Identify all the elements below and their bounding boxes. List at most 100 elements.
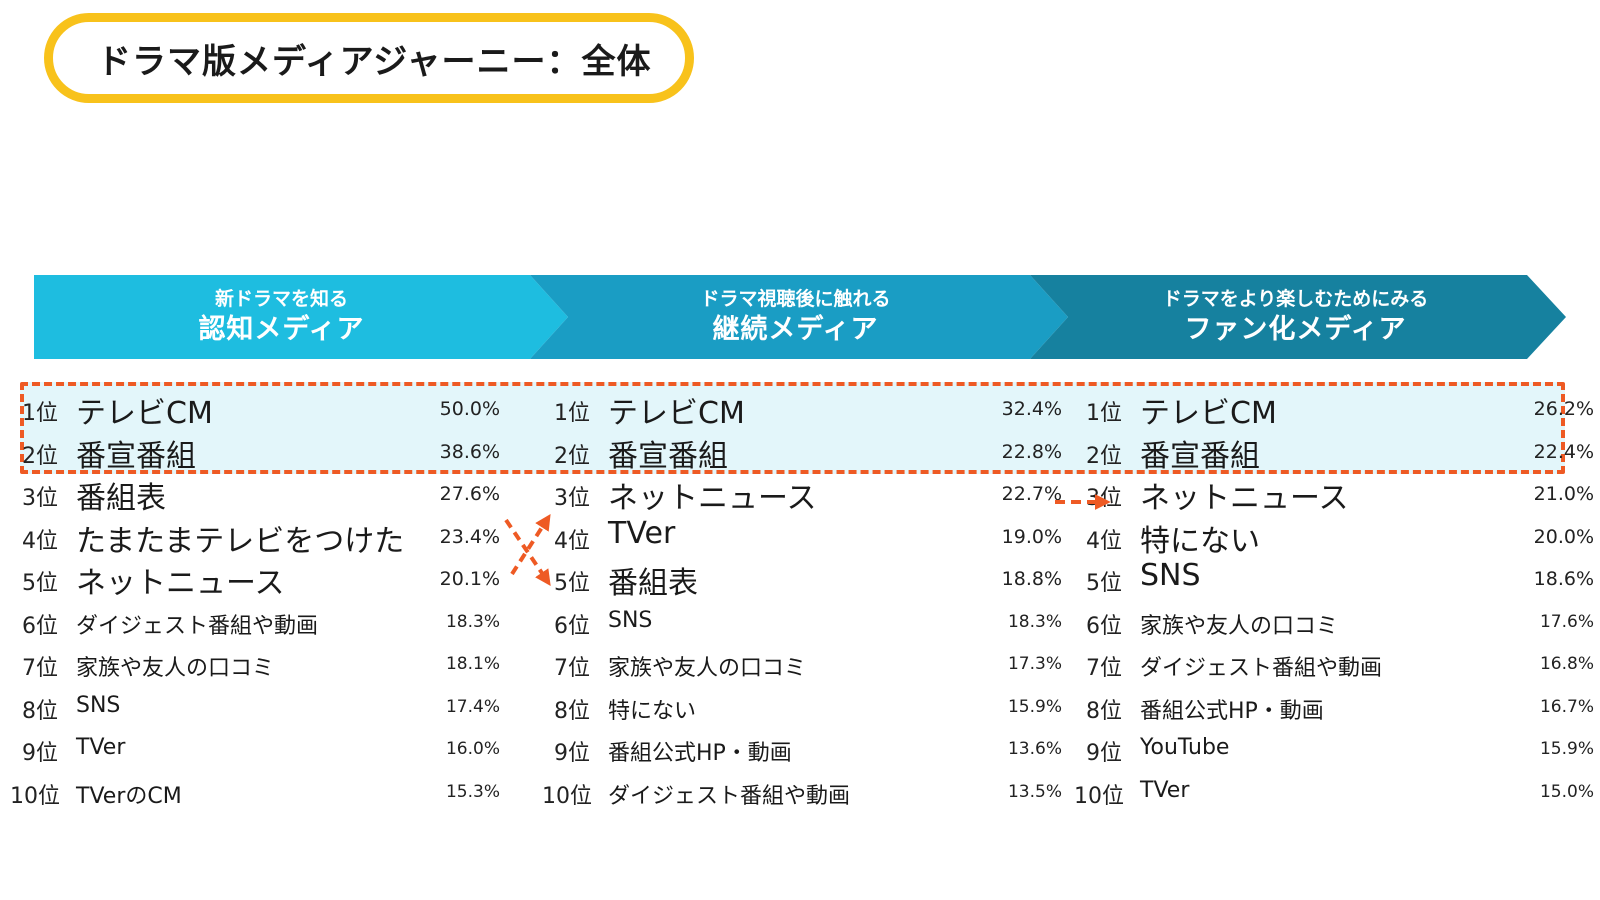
- ranking-row: 4位 特にない 20.0%: [1074, 514, 1594, 559]
- phase-continuation: ドラマ視聴後に触れる 継続メディア: [548, 286, 1043, 356]
- percent-value: 18.3%: [1007, 611, 1062, 632]
- ranking-row: 7位 ダイジェスト番組や動画 16.8%: [1074, 641, 1594, 684]
- rank-label: 1位: [22, 401, 58, 426]
- ranking-row: 8位 特にない 15.9%: [542, 684, 1062, 727]
- media-label: 番宣番組: [608, 438, 728, 474]
- rank-label: 2位: [1086, 443, 1122, 469]
- phase-chevron-fan: [1030, 275, 1566, 359]
- media-label: ネットニュース: [76, 566, 285, 601]
- media-label: ネットニュース: [608, 481, 817, 516]
- ranking-row: 1位 テレビCM 26.2%: [1074, 386, 1594, 431]
- rank-label: 2位: [22, 443, 58, 469]
- percent-value: 32.4%: [1001, 398, 1062, 420]
- percent-value: 17.4%: [445, 696, 500, 717]
- media-label: 番宣番組: [76, 438, 196, 474]
- ranking-row: 2位 番宣番組 38.6%: [10, 429, 530, 474]
- percent-value: 15.3%: [445, 781, 500, 802]
- media-label: 番宣番組: [1140, 438, 1260, 474]
- ranking-row: 3位 ネットニュース 21.0%: [1074, 471, 1594, 516]
- percent-value: 18.1%: [445, 654, 500, 674]
- rank-label: 5位: [1086, 571, 1122, 596]
- media-label: YouTube: [1140, 735, 1230, 760]
- ranking-column-fan: 1位 テレビCM 26.2% 2位 番宣番組 22.4% 3位 ネットニュース …: [1074, 386, 1594, 811]
- rank-label: 3位: [22, 486, 58, 511]
- phase-continuation-sub: ドラマ視聴後に触れる: [700, 288, 891, 310]
- page-title-text: ドラマ版メディアジャーニー：全体: [97, 41, 652, 82]
- percent-value: 18.8%: [1001, 568, 1062, 590]
- percent-value: 18.3%: [445, 611, 500, 632]
- rank-label: 3位: [554, 486, 590, 511]
- percent-value: 13.5%: [1007, 781, 1062, 802]
- ranking-row: 10位 TVerのCM 15.3%: [10, 769, 530, 812]
- rank-label: 9位: [554, 741, 590, 766]
- media-label: 家族や友人の口コミ: [608, 656, 807, 681]
- percent-value: 15.9%: [1007, 696, 1062, 717]
- ranking-row: 6位 ダイジェスト番組や動画 18.3%: [10, 599, 530, 642]
- rank-label: 8位: [554, 698, 590, 724]
- phase-awareness-sub: 新ドラマを知る: [214, 288, 348, 310]
- media-label: SNS: [1140, 558, 1201, 593]
- ranking-row: 6位 家族や友人の口コミ 17.6%: [1074, 599, 1594, 642]
- page-title: ドラマ版メディアジャーニー：全体: [44, 13, 694, 103]
- phase-awareness-title: 認知メディア: [198, 314, 365, 345]
- media-label: 特にない: [1140, 523, 1260, 559]
- phase-fan: ドラマをより楽しむためにみる ファン化メディア: [1048, 286, 1543, 356]
- ranking-row: 7位 家族や友人の口コミ 18.1%: [10, 641, 530, 684]
- ranking-row: 5位 ネットニュース 20.1%: [10, 556, 530, 601]
- percent-value: 26.2%: [1533, 398, 1594, 420]
- percent-value: 16.0%: [445, 739, 500, 759]
- ranking-row: 3位 番組表 27.6%: [10, 471, 530, 516]
- percent-value: 22.4%: [1533, 440, 1594, 463]
- media-label: TVer: [1140, 777, 1190, 803]
- rank-label: 6位: [22, 613, 58, 639]
- media-label: 番組表: [76, 481, 166, 516]
- rank-label: 10位: [1074, 783, 1124, 809]
- media-label: SNS: [608, 607, 653, 633]
- media-label: TVerのCM: [76, 783, 182, 809]
- top2-highlight-box: [20, 382, 1565, 474]
- percent-value: 22.8%: [1001, 440, 1062, 463]
- rank-label: 9位: [22, 741, 58, 766]
- rank-label: 5位: [22, 571, 58, 596]
- rank-label: 7位: [1086, 656, 1122, 681]
- rank-label: 7位: [554, 656, 590, 681]
- ranking-row: 2位 番宣番組 22.4%: [1074, 429, 1594, 474]
- rank-label: 10位: [542, 783, 592, 809]
- ranking-row: 10位 ダイジェスト番組や動画 13.5%: [542, 769, 1062, 812]
- rank-label: 7位: [22, 656, 58, 681]
- media-label: 家族や友人の口コミ: [76, 656, 275, 681]
- ranking-row: 8位 SNS 17.4%: [10, 684, 530, 727]
- rank-label: 6位: [554, 613, 590, 639]
- media-label: 番組公式HP・動画: [1140, 698, 1324, 724]
- ranking-row: 2位 番宣番組 22.8%: [542, 429, 1062, 474]
- percent-value: 22.7%: [1001, 483, 1062, 505]
- ranking-row: 1位 テレビCM 32.4%: [542, 386, 1062, 431]
- media-label: 特にない: [608, 698, 697, 724]
- phase-fan-sub: ドラマをより楽しむためにみる: [1162, 288, 1429, 310]
- ranking-row: 8位 番組公式HP・動画 16.7%: [1074, 684, 1594, 727]
- ranking-row: 9位 番組公式HP・動画 13.6%: [542, 726, 1062, 769]
- rank-label: 4位: [22, 528, 58, 554]
- ranking-row: 5位 SNS 18.6%: [1074, 556, 1594, 599]
- media-label: ダイジェスト番組や動画: [76, 613, 319, 639]
- ranking-row: 7位 家族や友人の口コミ 17.3%: [542, 641, 1062, 684]
- rank-up-arrow: [510, 513, 551, 576]
- media-label: テレビCM: [76, 396, 213, 431]
- ranking-row: 5位 番組表 18.8%: [542, 556, 1062, 601]
- media-label: 番組公式HP・動画: [608, 741, 792, 766]
- phase-chevron-awareness: [34, 275, 568, 359]
- percent-value: 15.0%: [1539, 781, 1594, 802]
- media-label: 家族や友人の口コミ: [1140, 613, 1339, 639]
- rank-down-arrow: [504, 518, 551, 586]
- percent-value: 50.0%: [439, 398, 500, 420]
- media-label: テレビCM: [1140, 396, 1277, 431]
- percent-value: 15.9%: [1539, 739, 1594, 759]
- percent-value: 38.6%: [439, 440, 500, 463]
- percent-value: 19.0%: [1001, 525, 1062, 548]
- media-label: TVer: [608, 515, 676, 551]
- rank-label: 6位: [1086, 613, 1122, 639]
- media-label: ネットニュース: [1140, 481, 1349, 516]
- ranking-row: 9位 TVer 16.0%: [10, 726, 530, 769]
